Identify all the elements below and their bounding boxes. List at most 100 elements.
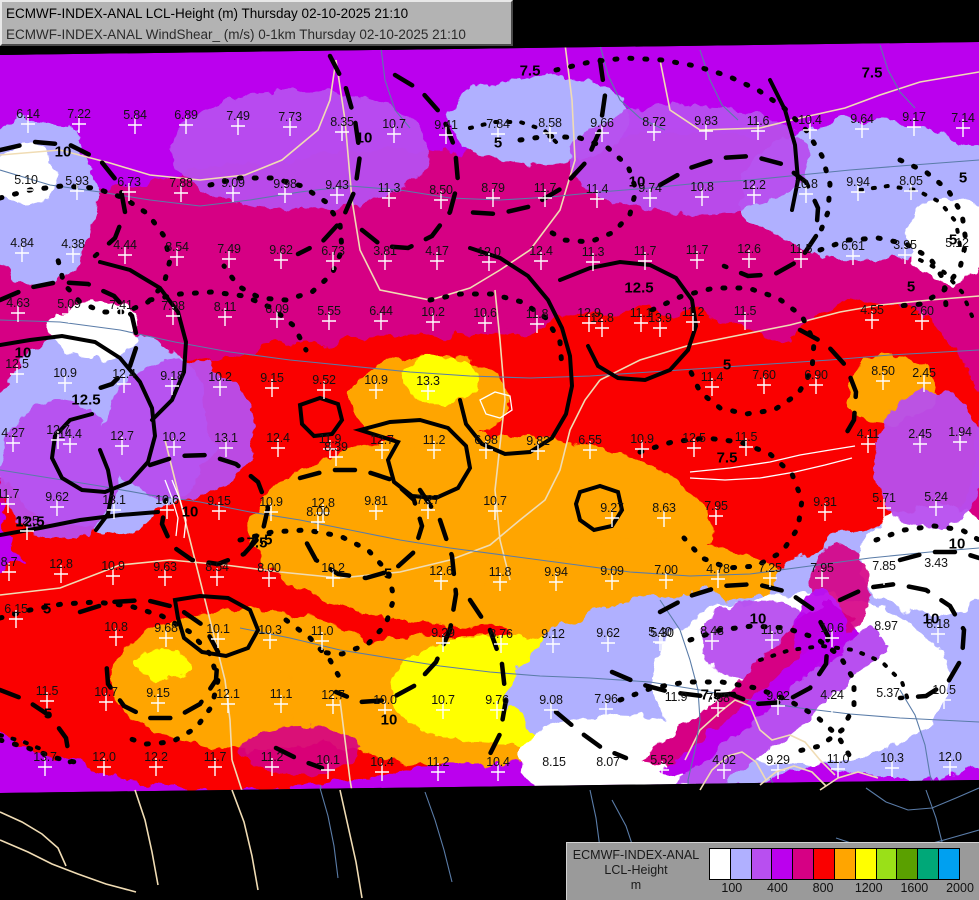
station-value: 11.5: [734, 430, 758, 444]
contour-label: 10: [749, 610, 767, 628]
station-value: 9.94: [846, 175, 870, 189]
grid-cross: [19, 181, 33, 199]
station-value: 13.7: [33, 750, 57, 764]
station-value: 11.8: [525, 307, 549, 321]
grid-cross: [595, 319, 609, 337]
legend-unit: m: [630, 878, 642, 892]
station-value: 3.95: [893, 238, 917, 252]
station-value: 6.73: [117, 175, 141, 189]
grid-cross: [167, 438, 181, 456]
grid-cross: [709, 507, 723, 525]
station-value: 6.09: [265, 302, 289, 316]
grid-cross: [322, 312, 336, 330]
grid-cross: [51, 431, 65, 449]
colorbar-swatch-2: [751, 849, 773, 879]
grid-cross: [879, 627, 893, 645]
station-value: 9.08: [539, 693, 563, 707]
station-value: 5.71: [872, 491, 896, 505]
grid-cross: [488, 502, 502, 520]
grid-cross: [885, 759, 899, 777]
station-value: 9.68: [154, 621, 178, 635]
grid-cross: [109, 628, 123, 646]
station-value: 5.84: [123, 108, 147, 122]
lake-outlines: [164, 391, 856, 539]
grid-cross: [478, 314, 492, 332]
grid-cross: [274, 251, 288, 269]
station-value: 8.00: [306, 505, 330, 519]
station-value: 8.79: [481, 181, 505, 195]
station-value: 8.97: [874, 619, 898, 633]
station-value: 5.37: [876, 686, 900, 700]
grid-cross: [546, 635, 560, 653]
station-value: 5.30: [650, 626, 674, 640]
colorbar-tick-1600: 1600: [900, 881, 929, 895]
grid-cross: [599, 700, 613, 718]
grid-cross: [765, 631, 779, 649]
station-value: 4.78: [706, 562, 730, 576]
grid-cross: [375, 441, 389, 459]
grid-cross: [219, 439, 233, 457]
grid-cross: [493, 573, 507, 591]
contour-label: 10: [14, 344, 32, 362]
station-value: 8.35: [330, 115, 354, 129]
grid-cross: [742, 250, 756, 268]
station-value: 12.4: [529, 244, 553, 258]
station-value: 9.63: [153, 560, 177, 574]
station-value: 10.8: [104, 620, 128, 634]
station-value: 7.95: [810, 561, 834, 575]
station-value: 4.24: [820, 688, 844, 702]
colorbar-tick-400: 400: [767, 881, 788, 895]
station-value: 9.64: [850, 112, 874, 126]
contour-label: 7.5: [861, 64, 883, 82]
grid-cross: [369, 502, 383, 520]
grid-cross: [387, 125, 401, 143]
station-value: 10.0: [373, 693, 397, 707]
grid-cross: [763, 569, 777, 587]
grid-cross: [62, 305, 76, 323]
colorbar-swatch-0: [710, 849, 731, 879]
station-value: 10.8: [690, 180, 714, 194]
grid-cross: [63, 435, 77, 453]
grid-cross: [686, 313, 700, 331]
station-value: 9.83: [694, 114, 718, 128]
grid-cross: [265, 379, 279, 397]
grid-cross: [494, 635, 508, 653]
station-value: 7.49: [217, 242, 241, 256]
grid-cross: [855, 120, 869, 138]
contour-label: 5: [493, 134, 503, 152]
station-value: 3.81: [373, 244, 397, 258]
station-value: 8.05: [899, 174, 923, 188]
legend-bar-wrap: 100 400 800 1200 1600 2000: [705, 843, 979, 898]
grid-cross: [9, 610, 23, 628]
station-value: 7.68: [706, 691, 730, 705]
station-value: 7.98: [161, 299, 185, 313]
grid-cross: [99, 693, 113, 711]
grid-cross: [21, 115, 35, 133]
grid-cross: [274, 695, 288, 713]
station-value: 10.5: [932, 683, 956, 697]
grid-cross: [950, 244, 964, 262]
grid-cross: [931, 625, 945, 643]
station-value: 10.1: [316, 753, 340, 767]
station-value: 8.50: [429, 183, 453, 197]
grid-cross: [151, 694, 165, 712]
station-value: 5.52: [650, 753, 674, 767]
station-value: 10.7: [94, 685, 118, 699]
station-value: 11.3: [377, 181, 401, 195]
station-value: 10.9: [259, 495, 283, 509]
contour-10: [0, 53, 979, 771]
grid-cross: [943, 758, 957, 776]
grid-cross: [38, 758, 52, 776]
station-value: 12.8: [311, 496, 335, 510]
station-value: 7.85: [872, 559, 896, 573]
station-value: 9.62: [596, 626, 620, 640]
lcl-height-filled-field: [0, 42, 979, 793]
colorbar-swatches[interactable]: [709, 848, 960, 880]
station-value: 8.7: [0, 555, 18, 569]
grid-cross: [40, 692, 54, 710]
grid-cross: [605, 509, 619, 527]
grid-cross: [586, 253, 600, 271]
station-value: 8.11: [213, 300, 237, 314]
station-value: 8.43: [700, 624, 724, 638]
